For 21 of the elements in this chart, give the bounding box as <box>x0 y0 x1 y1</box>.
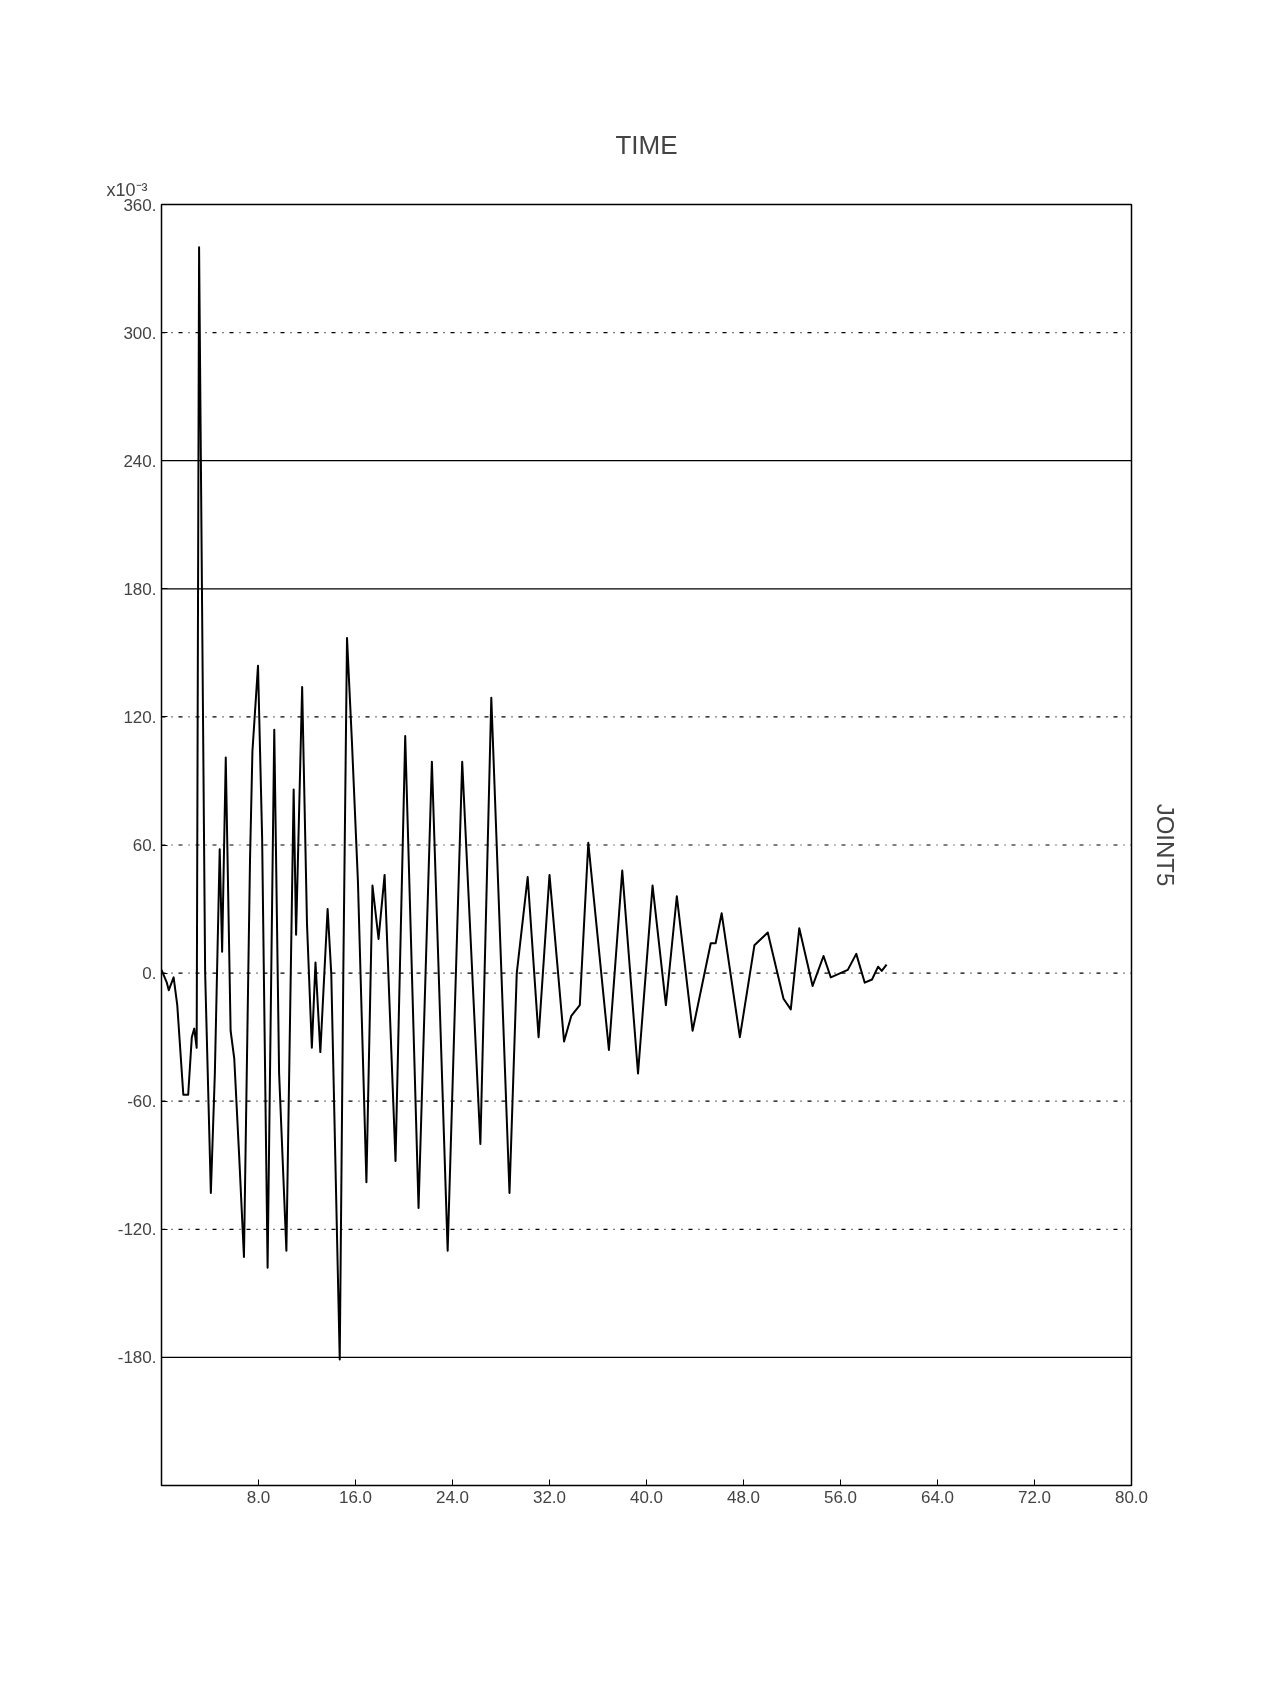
x-tick-label: 8.0 <box>246 1487 271 1507</box>
y-tick-label: 60. <box>132 836 157 855</box>
y-tick-label: -120. <box>117 1220 157 1240</box>
x-tick-label: 80.0 <box>1114 1487 1149 1507</box>
y-tick-label: -60. <box>127 1092 157 1112</box>
x-tick-label: 56.0 <box>823 1487 858 1507</box>
x-tick-label: 24.0 <box>435 1487 470 1507</box>
x-tick-label: 48.0 <box>726 1487 761 1507</box>
y-axis-title: JOINT5 <box>1151 803 1179 887</box>
y-tick-label: 120. <box>123 707 157 727</box>
y-tick-label: 0. <box>142 964 157 984</box>
y-tick-label: 180. <box>123 579 157 599</box>
x-tick-label: 40.0 <box>629 1487 664 1507</box>
y-tick-label: 240. <box>123 451 157 471</box>
y-tick-label: -180. <box>117 1348 157 1368</box>
y-tick-label: 300. <box>123 323 157 343</box>
x-tick-label: 64.0 <box>920 1487 955 1507</box>
chart-title: TIME <box>615 130 678 160</box>
x-tick-label: 16.0 <box>338 1487 373 1507</box>
x-tick-label: 32.0 <box>532 1487 567 1507</box>
x-tick-label: 72.0 <box>1017 1487 1052 1507</box>
